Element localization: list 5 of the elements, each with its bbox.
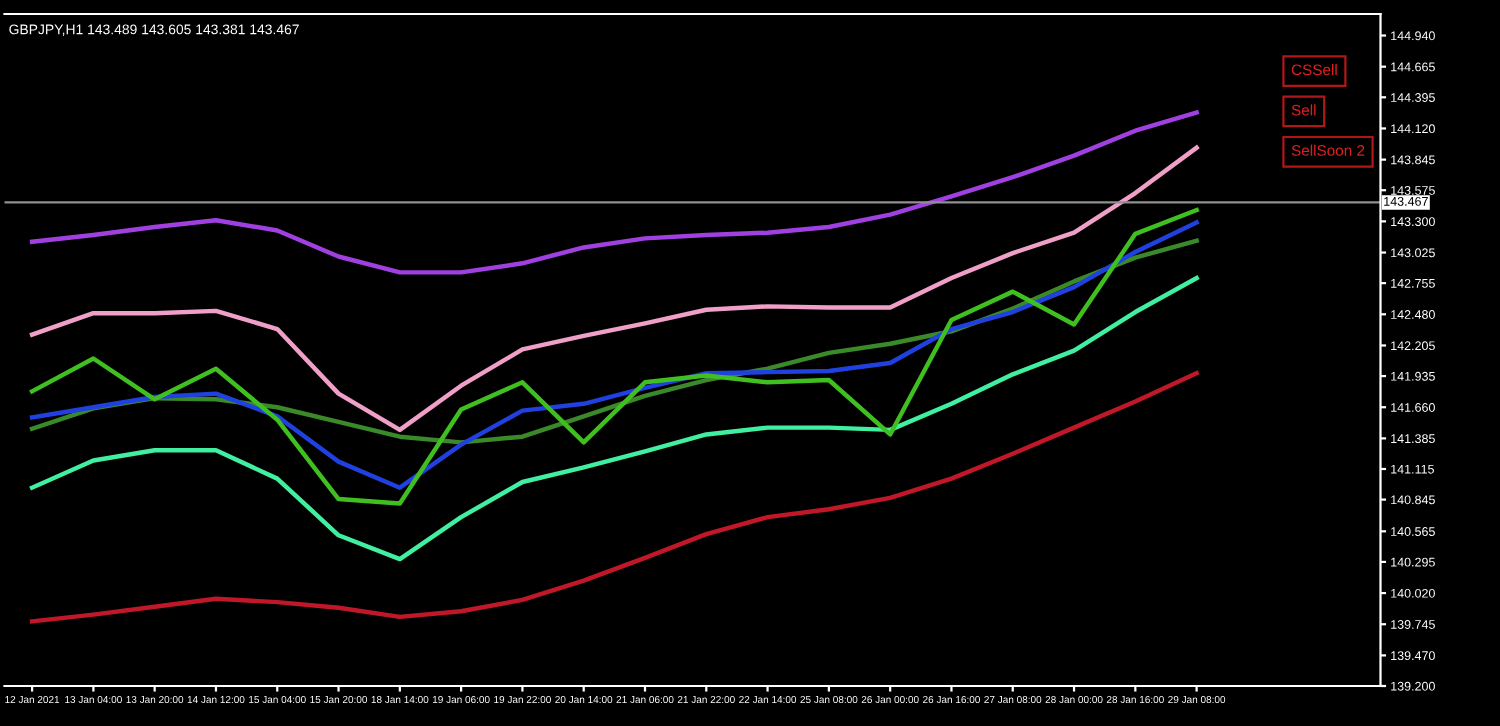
line-series (29, 275, 1199, 562)
line-series (29, 145, 1199, 433)
line-series (29, 371, 1199, 624)
line-series (29, 238, 1199, 445)
line-series (29, 110, 1199, 275)
